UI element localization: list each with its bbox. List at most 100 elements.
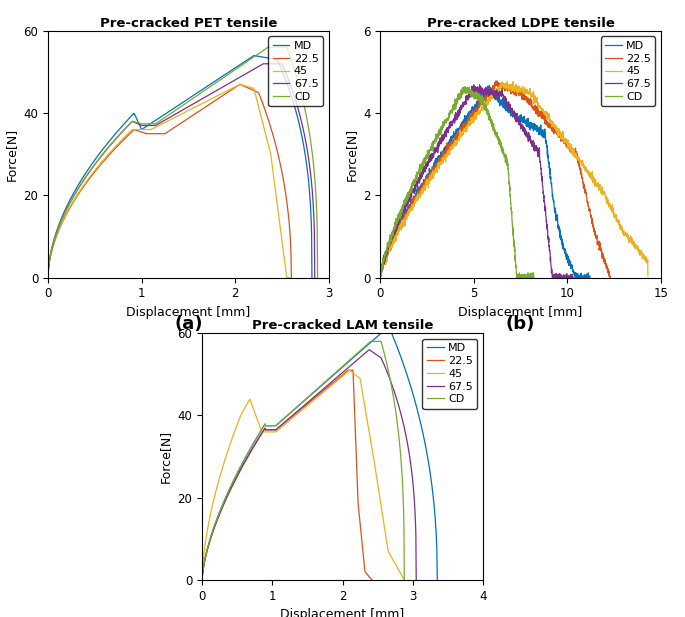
CD xyxy=(443,115,451,122)
Line: CD: CD xyxy=(48,48,318,278)
22.5 xyxy=(606,274,614,281)
CD xyxy=(457,88,465,96)
Line: CD: CD xyxy=(202,341,404,580)
22.5 xyxy=(493,77,501,85)
22.5 xyxy=(368,576,376,584)
Text: (a): (a) xyxy=(174,315,203,333)
67.5 xyxy=(259,60,267,67)
22.5 xyxy=(326,381,334,389)
22.5 xyxy=(502,83,510,91)
67.5 xyxy=(274,60,282,67)
MD xyxy=(586,274,594,281)
67.5 xyxy=(341,366,349,374)
67.5 xyxy=(295,406,303,413)
MD xyxy=(204,82,212,89)
67.5 xyxy=(206,91,214,98)
Line: 22.5: 22.5 xyxy=(202,370,372,580)
MD xyxy=(486,81,494,89)
45 xyxy=(234,419,242,426)
67.5 xyxy=(408,186,416,193)
67.5 xyxy=(475,81,484,88)
Line: 45: 45 xyxy=(380,81,648,278)
CD xyxy=(333,368,341,375)
MD xyxy=(377,329,385,337)
22.5 xyxy=(376,274,384,281)
MD xyxy=(486,84,495,91)
CD xyxy=(530,272,538,280)
22.5 xyxy=(242,457,250,464)
CD xyxy=(314,274,322,281)
45 xyxy=(493,85,501,93)
Line: 45: 45 xyxy=(48,85,290,278)
45 xyxy=(252,94,260,101)
MD xyxy=(336,365,345,373)
CD xyxy=(216,77,224,84)
CD xyxy=(317,381,325,389)
67.5 xyxy=(214,86,222,93)
MD xyxy=(44,274,52,281)
MD xyxy=(197,86,205,94)
Line: 22.5: 22.5 xyxy=(48,85,291,278)
22.5 xyxy=(44,274,52,281)
22.5 xyxy=(287,274,295,281)
CD xyxy=(376,274,384,281)
Legend: MD, 22.5, 45, 67.5, CD: MD, 22.5, 45, 67.5, CD xyxy=(423,339,477,408)
Line: 67.5: 67.5 xyxy=(48,64,314,278)
67.5 xyxy=(482,86,490,93)
Y-axis label: Force[N]: Force[N] xyxy=(159,430,172,483)
MD xyxy=(240,457,248,465)
45 xyxy=(466,118,475,126)
45 xyxy=(644,272,652,280)
CD xyxy=(350,352,358,360)
CD xyxy=(234,468,242,476)
CD xyxy=(366,337,375,345)
Title: Pre-cracked PET tensile: Pre-cracked PET tensile xyxy=(100,17,277,30)
67.5 xyxy=(412,576,421,584)
CD xyxy=(264,44,272,51)
45 xyxy=(400,576,408,584)
22.5 xyxy=(198,576,206,584)
MD xyxy=(355,349,363,356)
Legend: MD, 22.5, 45, 67.5, CD: MD, 22.5, 45, 67.5, CD xyxy=(269,36,323,106)
CD xyxy=(276,44,284,51)
22.5 xyxy=(476,100,484,107)
MD xyxy=(467,110,475,117)
Title: Pre-cracked LAM tensile: Pre-cracked LAM tensile xyxy=(252,319,433,332)
45 xyxy=(184,107,192,114)
Legend: MD, 22.5, 45, 67.5, CD: MD, 22.5, 45, 67.5, CD xyxy=(601,36,656,106)
MD xyxy=(412,191,420,199)
45 xyxy=(250,407,258,415)
45 xyxy=(198,576,206,584)
45 xyxy=(345,366,353,374)
22.5 xyxy=(453,130,462,137)
22.5 xyxy=(407,201,415,208)
MD xyxy=(447,139,455,146)
CD xyxy=(290,406,298,413)
CD xyxy=(397,206,405,213)
67.5 xyxy=(310,274,319,281)
67.5 xyxy=(198,576,206,584)
67.5 xyxy=(365,346,373,354)
MD xyxy=(271,56,279,63)
67.5 xyxy=(359,351,367,358)
CD xyxy=(249,54,257,62)
45 xyxy=(317,390,325,397)
Text: (b): (b) xyxy=(506,315,535,333)
45 xyxy=(351,371,359,378)
45 xyxy=(412,199,420,206)
67.5 xyxy=(324,381,332,389)
Line: 45: 45 xyxy=(202,370,404,580)
CD xyxy=(400,576,408,584)
22.5 xyxy=(298,404,306,412)
Y-axis label: Force[N]: Force[N] xyxy=(5,128,18,181)
67.5 xyxy=(60,210,68,218)
67.5 xyxy=(477,86,486,93)
45 xyxy=(517,85,525,92)
Title: Pre-cracked LDPE tensile: Pre-cracked LDPE tensile xyxy=(427,17,614,30)
45 xyxy=(290,413,298,421)
CD xyxy=(201,87,209,94)
45 xyxy=(509,78,517,85)
X-axis label: Displacement [mm]: Displacement [mm] xyxy=(126,306,251,319)
45 xyxy=(421,181,429,189)
67.5 xyxy=(199,94,207,102)
